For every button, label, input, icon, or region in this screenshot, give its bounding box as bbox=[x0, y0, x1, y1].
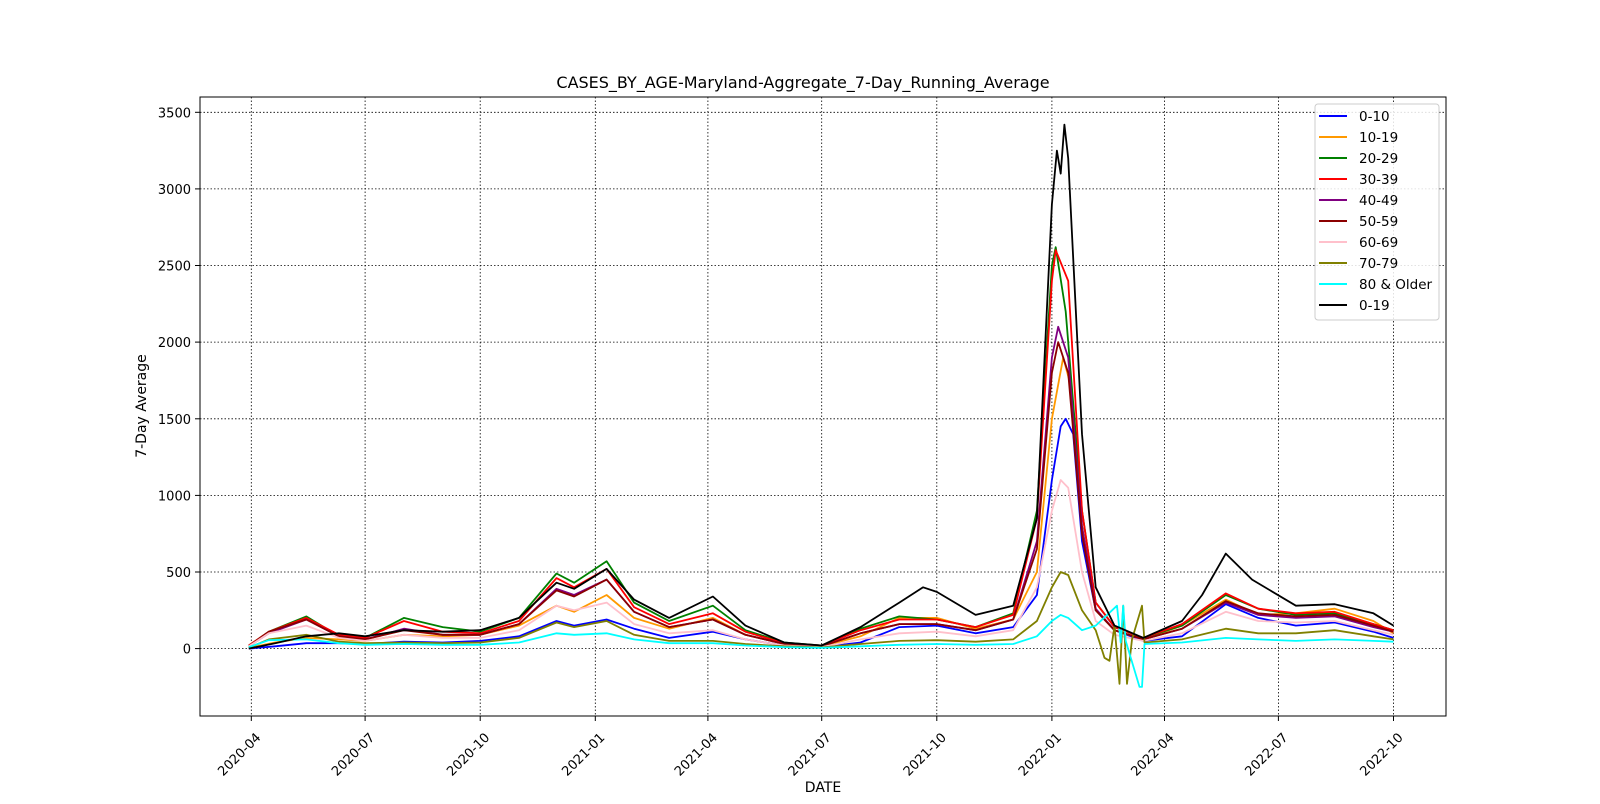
y-tick-label: 1500 bbox=[158, 413, 191, 428]
y-tick-label: 0 bbox=[183, 643, 191, 658]
legend-label: 80 & Older bbox=[1359, 277, 1433, 293]
y-tick-label: 3000 bbox=[158, 183, 191, 198]
y-axis: 0 500 1000 1500 2000 2500 3000 3500 bbox=[158, 106, 200, 658]
legend: 0-10 10-19 20-29 30-39 40-49 50-59 60-69 70-79 8… bbox=[1314, 103, 1440, 321]
x-tick-label: 2022-04 bbox=[1129, 730, 1178, 779]
legend-label: 60-69 bbox=[1359, 235, 1398, 251]
series-line-0-19 bbox=[248, 123, 1394, 650]
x-tick-label: 2022-07 bbox=[1242, 730, 1291, 779]
series-line-70-79 bbox=[248, 571, 1394, 685]
y-tick-label: 500 bbox=[166, 566, 191, 581]
x-tick-label: 2021-04 bbox=[672, 730, 721, 779]
x-tick-label: 2021-10 bbox=[901, 730, 950, 779]
series-line-30-39 bbox=[248, 249, 1394, 647]
series-line-0-10 bbox=[248, 417, 1394, 650]
grid bbox=[200, 97, 1446, 716]
x-tick-label: 2022-10 bbox=[1358, 730, 1407, 779]
legend-label: 50-59 bbox=[1359, 214, 1398, 230]
series-line-20-29 bbox=[248, 246, 1394, 647]
y-tick-label: 1000 bbox=[158, 489, 191, 504]
legend-label: 30-39 bbox=[1359, 172, 1398, 188]
legend-label: 0-19 bbox=[1359, 298, 1390, 314]
series-layer bbox=[248, 123, 1394, 688]
x-tick-label: 2020-10 bbox=[444, 730, 493, 779]
y-tick-label: 3500 bbox=[158, 106, 191, 121]
x-tick-label: 2020-04 bbox=[215, 730, 264, 779]
legend-label: 40-49 bbox=[1359, 193, 1398, 209]
x-tick-label: 2020-07 bbox=[329, 730, 378, 779]
chart-title: CASES_BY_AGE-Maryland-Aggregate_7-Day_Ru… bbox=[556, 73, 1049, 93]
legend-label: 0-10 bbox=[1359, 109, 1390, 125]
y-axis-label: 7-Day Average bbox=[134, 354, 150, 458]
series-line-60-69 bbox=[248, 479, 1394, 648]
series-line-50-59 bbox=[248, 341, 1394, 648]
series-line-80-older bbox=[248, 604, 1394, 688]
x-tick-label: 2021-01 bbox=[559, 730, 608, 779]
y-tick-label: 2500 bbox=[158, 260, 191, 275]
legend-label: 20-29 bbox=[1359, 151, 1398, 167]
plot-frame bbox=[199, 96, 1447, 717]
y-tick-label: 2000 bbox=[158, 336, 191, 351]
x-tick-label: 2021-07 bbox=[786, 730, 835, 779]
legend-label: 10-19 bbox=[1359, 130, 1398, 146]
legend-label: 70-79 bbox=[1359, 256, 1398, 272]
x-tick-label: 2022-01 bbox=[1016, 730, 1065, 779]
x-axis-label: DATE bbox=[805, 780, 841, 796]
x-axis: 2020-04 2020-07 2020-10 2021-01 2021-04 2021-… bbox=[215, 716, 1407, 779]
